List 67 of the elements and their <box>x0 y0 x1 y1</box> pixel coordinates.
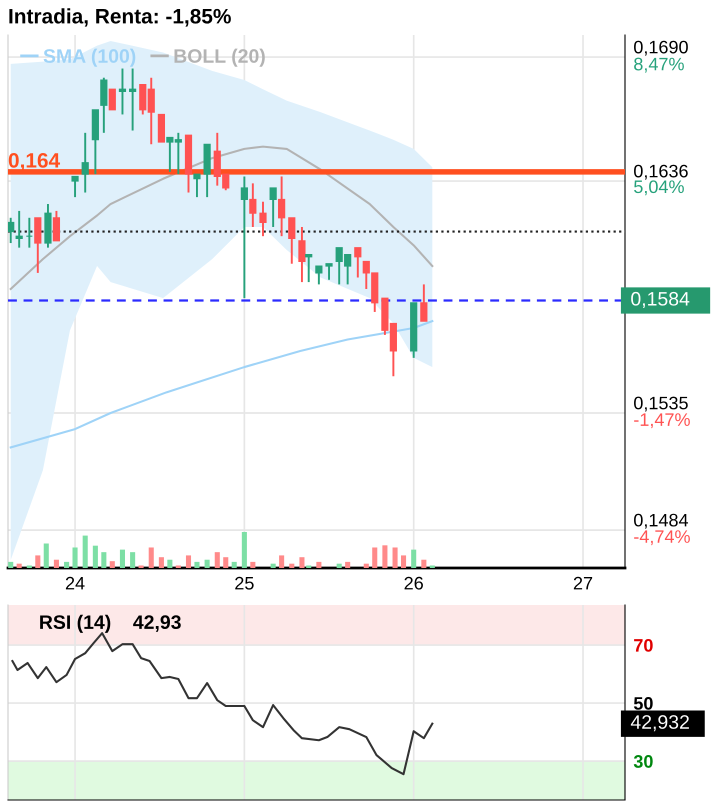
bar <box>148 547 154 568</box>
bar <box>372 547 378 568</box>
x-tick-label: 24 <box>66 576 85 590</box>
line-series <box>11 632 434 776</box>
bar <box>400 555 406 568</box>
bar <box>44 544 49 568</box>
bar <box>130 552 136 568</box>
bar <box>421 560 426 568</box>
bar <box>138 565 144 568</box>
x-tick-label: 27 <box>574 576 592 590</box>
chart-title: Intradia, Renta: -1,85% <box>9 8 231 27</box>
annotation: 42,93 <box>133 615 181 632</box>
bar <box>101 552 106 568</box>
bar <box>64 562 70 568</box>
bar <box>54 560 59 568</box>
bar <box>8 562 14 568</box>
bar <box>194 562 200 568</box>
bar <box>411 550 416 568</box>
x-tick-label: 26 <box>404 576 423 590</box>
y2-tick-label: 5,04% <box>634 180 684 196</box>
bar <box>392 547 398 568</box>
bar <box>299 557 304 568</box>
legend-label: BOLL (20) <box>174 48 265 67</box>
y-tick-label: 70 <box>634 638 653 652</box>
bar <box>289 564 294 568</box>
bar <box>120 550 125 568</box>
bar <box>279 555 284 568</box>
bar <box>316 562 322 568</box>
y-tick-label: 0,1484 <box>634 514 688 529</box>
y2-tick-label: -4,74% <box>634 530 690 546</box>
bar <box>204 560 210 568</box>
bar <box>242 532 247 568</box>
y-tick-label: 0,1690 <box>634 40 688 56</box>
bar <box>430 565 435 568</box>
x-tick-label: 25 <box>235 576 254 590</box>
y-tick-label: 50 <box>634 697 653 710</box>
bar <box>158 557 164 568</box>
bar <box>382 545 388 568</box>
chart-title: RSI (14) <box>40 614 110 633</box>
y-tick-label: 30 <box>634 755 653 768</box>
y2-tick-label: 8,47% <box>634 58 684 73</box>
bar <box>345 562 350 568</box>
legend-label: SMA (100) <box>44 48 136 67</box>
bar <box>72 547 78 568</box>
ref-line-label: 0,1584 <box>631 292 690 308</box>
y2-tick-label: -1,47% <box>634 413 690 428</box>
bar <box>214 552 220 568</box>
bar <box>16 564 22 568</box>
bar <box>176 565 181 568</box>
bar <box>306 565 312 568</box>
text: 42,932 <box>630 715 689 732</box>
bar <box>223 557 228 568</box>
bar <box>270 564 276 568</box>
bar <box>26 565 32 568</box>
bar <box>364 564 369 568</box>
ref-line-label: 0,164 <box>8 152 60 171</box>
bar <box>250 562 256 568</box>
bar <box>167 560 172 568</box>
bar <box>232 562 237 568</box>
bar <box>92 546 98 568</box>
y-tick-label: 0,1636 <box>634 164 688 180</box>
bar <box>186 555 192 568</box>
bar <box>82 536 88 568</box>
bar <box>110 561 115 568</box>
y-tick-label: 0,1535 <box>634 396 688 412</box>
bar <box>336 564 342 568</box>
bar <box>35 555 40 568</box>
